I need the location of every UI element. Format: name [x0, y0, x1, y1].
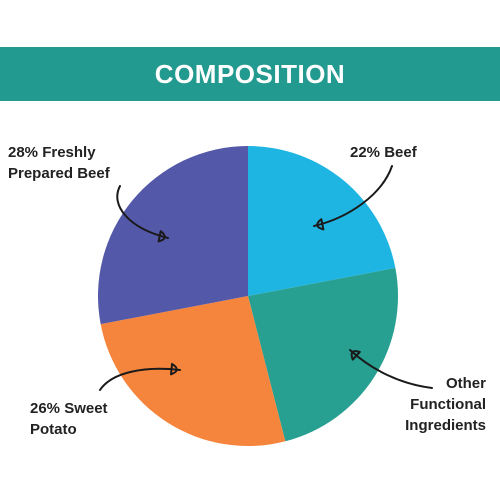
- arrow-beef: [313, 165, 393, 231]
- title-banner: COMPOSITION: [0, 47, 500, 101]
- slice-freshly-prepared-beef: [97, 146, 248, 325]
- label-sweet-potato: 26% Sweet Potato: [30, 400, 108, 438]
- slice-sweet-potato: [100, 296, 286, 446]
- arrow-freshly-prepared-beef: [116, 185, 169, 243]
- slice-other-functional-ingredients: [248, 267, 398, 442]
- label-freshly-prepared-beef: 28% Freshly Prepared Beef: [8, 144, 110, 182]
- arrow-sweet-potato: [99, 362, 181, 391]
- arrow-other-functional-ingredients: [349, 349, 433, 389]
- chart-title: COMPOSITION: [154, 58, 346, 89]
- label-beef: 22% Beef: [350, 144, 417, 161]
- label-other-functional-ingredients: Other Functional Ingredients: [405, 375, 486, 434]
